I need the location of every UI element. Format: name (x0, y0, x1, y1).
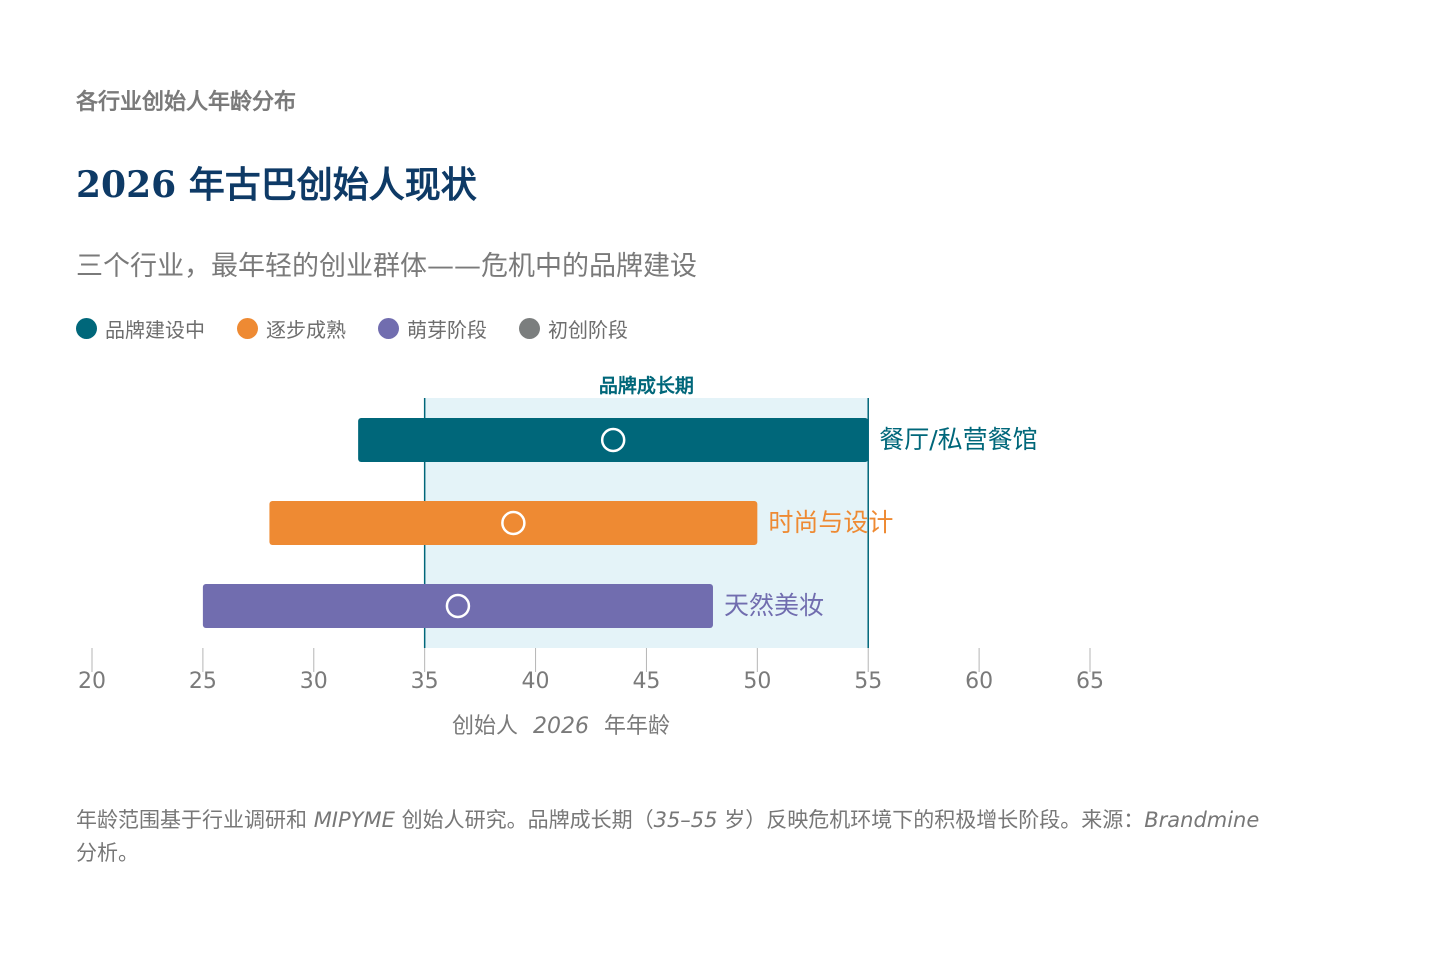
growth-band-label: 品牌成长期 (599, 374, 694, 397)
footnote-italic-source: Brandmine (1144, 808, 1260, 832)
footnote-text-1: 年龄范围基于行业调研和 (76, 808, 314, 832)
chart-kicker: 各行业创始人年龄分布 (76, 90, 297, 115)
legend-label-building: 品牌建设中 (105, 318, 205, 342)
bar-1 (269, 501, 758, 545)
x-tick-label-2: 30 (300, 669, 328, 694)
x-axis-label-suffix: 年年龄 (604, 714, 670, 739)
x-tick-label-3: 35 (411, 669, 439, 694)
legend: 品牌建设中 逐步成熟 萌芽阶段 初创阶段 (76, 314, 660, 343)
legend-item-emerging: 萌芽阶段 (378, 314, 487, 343)
x-tick-label-5: 45 (632, 669, 660, 694)
footnote-text-2: 创始人研究。品牌成长期（ (394, 808, 654, 832)
legend-item-building: 品牌建设中 (76, 314, 205, 343)
x-tick-label-1: 25 (189, 669, 217, 694)
chart-title: 2026 年古巴创始人现状 (76, 164, 477, 206)
bar-marker-0 (600, 427, 626, 453)
bar-label-1: 时尚与设计 (768, 508, 893, 537)
x-tick-label-9: 65 (1076, 669, 1104, 694)
x-tick-label-6: 50 (743, 669, 771, 694)
footnote-italic-mipyme: MIPYME (313, 808, 395, 832)
x-axis: 20 25 30 35 40 45 50 55 60 65 (78, 648, 1104, 694)
x-tick-label-0: 20 (78, 669, 106, 694)
bar-label-2: 天然美妆 (724, 591, 824, 620)
legend-label-emerging: 萌芽阶段 (407, 318, 487, 342)
footnote-text-3: 岁）反映危机环境下的积极增长阶段。来源： (717, 808, 1145, 832)
bar-label-0: 餐厅/私营餐馆 (879, 425, 1037, 454)
bar-2 (202, 584, 713, 628)
bar-marker-1 (501, 510, 526, 536)
x-tick-label-8: 60 (965, 669, 993, 694)
footnote: 年龄范围基于行业调研和 MIPYME 创始人研究。品牌成长期（35–55 岁）反… (76, 804, 1276, 870)
x-axis-label: 创始人 2026 年年龄 (452, 714, 670, 739)
legend-dot-building (76, 318, 97, 339)
legend-label-early: 初创阶段 (548, 318, 628, 342)
legend-dot-emerging (378, 318, 399, 339)
x-tick-label-4: 40 (522, 669, 550, 694)
x-axis-label-year: 2026 (533, 714, 589, 739)
x-tick-label-7: 55 (854, 669, 882, 694)
legend-label-maturing: 逐步成熟 (266, 318, 346, 342)
legend-item-early: 初创阶段 (519, 314, 628, 343)
bar-marker-2 (445, 593, 471, 619)
legend-dot-early (519, 318, 540, 339)
footnote-text-4: 分析。 (76, 841, 139, 865)
chart-subtitle: 三个行业，最年轻的创业群体——危机中的品牌建设 (76, 251, 697, 282)
footnote-italic-range: 35–55 (653, 808, 718, 832)
legend-dot-maturing (237, 318, 258, 339)
bar-0 (358, 418, 869, 462)
legend-item-maturing: 逐步成熟 (237, 314, 346, 343)
x-axis-label-prefix: 创始人 (452, 714, 518, 739)
